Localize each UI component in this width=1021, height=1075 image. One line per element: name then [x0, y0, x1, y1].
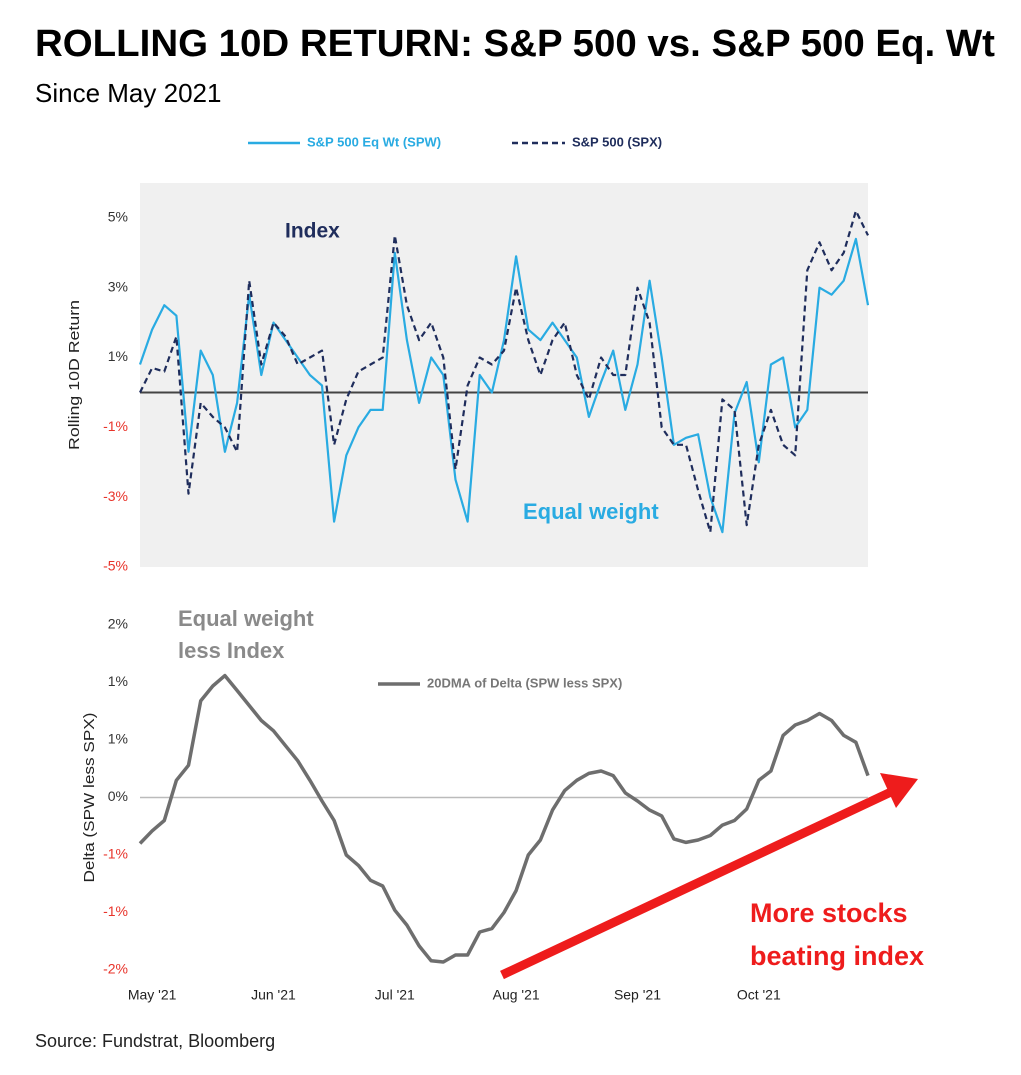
- y-tick-label: -1%: [103, 846, 128, 862]
- y-tick-label: 1%: [108, 673, 128, 689]
- x-tick-label: May '21: [128, 987, 177, 1003]
- annotation: Equal weight: [178, 606, 314, 631]
- legend-label: S&P 500 Eq Wt (SPW): [307, 134, 441, 149]
- x-tick-label: Jun '21: [251, 987, 296, 1003]
- x-tick-label: Aug '21: [493, 987, 540, 1003]
- source: Source: Fundstrat, Bloomberg: [35, 1031, 275, 1051]
- y-tick-label: 0%: [108, 788, 128, 804]
- plot-background: [140, 183, 868, 567]
- series-line: [139, 209, 869, 534]
- y-tick-label: 2%: [108, 616, 128, 632]
- trend-arrow-head: [880, 773, 918, 808]
- y-tick-label: 3%: [108, 278, 128, 294]
- y-tick-label: -1%: [103, 418, 128, 434]
- trend-arrow: [500, 786, 895, 980]
- x-tick-label: Sep '21: [614, 987, 661, 1003]
- y-tick-label: 5%: [108, 209, 128, 225]
- legend-label: 20DMA of Delta (SPW less SPX): [427, 675, 622, 690]
- y-tick-label: -5%: [103, 558, 128, 574]
- series-line: [138, 237, 870, 534]
- x-tick-label: Jul '21: [375, 987, 415, 1003]
- x-tick-label: Oct '21: [737, 987, 781, 1003]
- annotation: beating index: [750, 941, 924, 971]
- series-line: [138, 673, 870, 964]
- y-tick-label: -2%: [103, 961, 128, 977]
- y-tick-label: -3%: [103, 488, 128, 504]
- y-axis-label: Rolling 10D Return: [66, 300, 83, 450]
- y-axis-label: Delta (SPW less SPX): [81, 713, 98, 883]
- annotation: Equal weight: [523, 499, 659, 524]
- y-tick-label: -1%: [103, 903, 128, 919]
- y-tick-label: 1%: [108, 731, 128, 747]
- annotation: less Index: [178, 638, 285, 663]
- subtitle: Since May 2021: [35, 78, 221, 108]
- annotation: More stocks: [750, 898, 908, 928]
- legend-label: S&P 500 (SPX): [572, 134, 662, 149]
- title: ROLLING 10D RETURN: S&P 500 vs. S&P 500 …: [35, 23, 995, 65]
- y-tick-label: 1%: [108, 348, 128, 364]
- annotation: Index: [285, 220, 340, 243]
